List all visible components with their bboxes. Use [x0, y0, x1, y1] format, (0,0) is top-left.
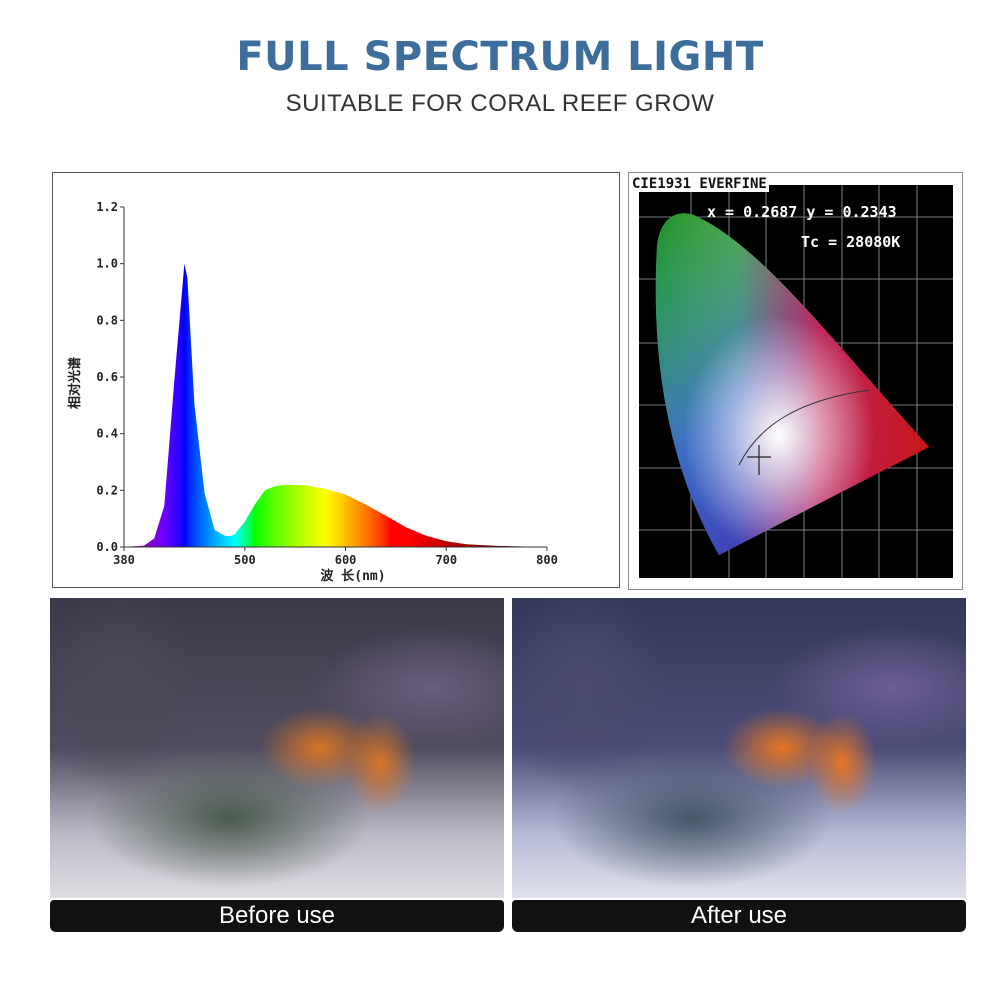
y-tick-label: 1.0	[96, 257, 118, 271]
x-axis-title: 波 长(nm)	[320, 568, 385, 584]
x-tick-label: 700	[435, 553, 457, 567]
x-tick-label: 500	[234, 553, 256, 567]
x-tick-label: 600	[335, 553, 357, 567]
spectrum-area	[124, 263, 547, 547]
before-photo: Before use	[50, 598, 504, 932]
chromaticity-coordinates: x = 0.2687 y = 0.2343	[707, 203, 897, 221]
y-tick-label: 0.0	[96, 540, 118, 554]
y-axis-title: 相对光谱	[67, 357, 83, 409]
x-tick-label: 800	[536, 553, 558, 567]
spectral-locus	[655, 213, 929, 555]
page-subtitle: SUITABLE FOR CORAL REEF GROW	[285, 90, 715, 117]
y-tick-label: 1.2	[96, 200, 118, 214]
aquarium-image-before	[50, 598, 504, 898]
aquarium-image-after	[512, 598, 966, 898]
page-title: FULL SPECTRUM LIGHT	[236, 34, 764, 80]
y-tick-label: 0.2	[96, 483, 118, 497]
color-temperature: Tc = 28080K	[801, 233, 901, 251]
x-tick-label: 380	[113, 553, 135, 567]
after-photo: After use	[512, 598, 966, 932]
cie-label: CIE1931 EVERFINE	[630, 176, 769, 192]
cie-diagram	[639, 185, 953, 578]
measured-point-marker	[747, 445, 771, 475]
spectrum-chart: 0.0 0.2 0.4 0.6 0.8 1.0 1.2 380 500 600 700 800 相对光…	[67, 200, 558, 584]
y-tick-label: 0.8	[96, 313, 118, 327]
after-caption: After use	[512, 900, 966, 932]
cie-diagram-panel: CIE1931 EVERFINE	[628, 172, 963, 590]
y-tick-label: 0.4	[96, 427, 118, 441]
before-caption: Before use	[50, 900, 504, 932]
cie-chromaticity-plot	[639, 185, 953, 578]
planckian-locus	[738, 389, 870, 466]
y-tick-label: 0.6	[96, 370, 118, 384]
spectrum-chart-panel: 0.0 0.2 0.4 0.6 0.8 1.0 1.2 380 500 600 700 800 相对光…	[52, 172, 620, 588]
